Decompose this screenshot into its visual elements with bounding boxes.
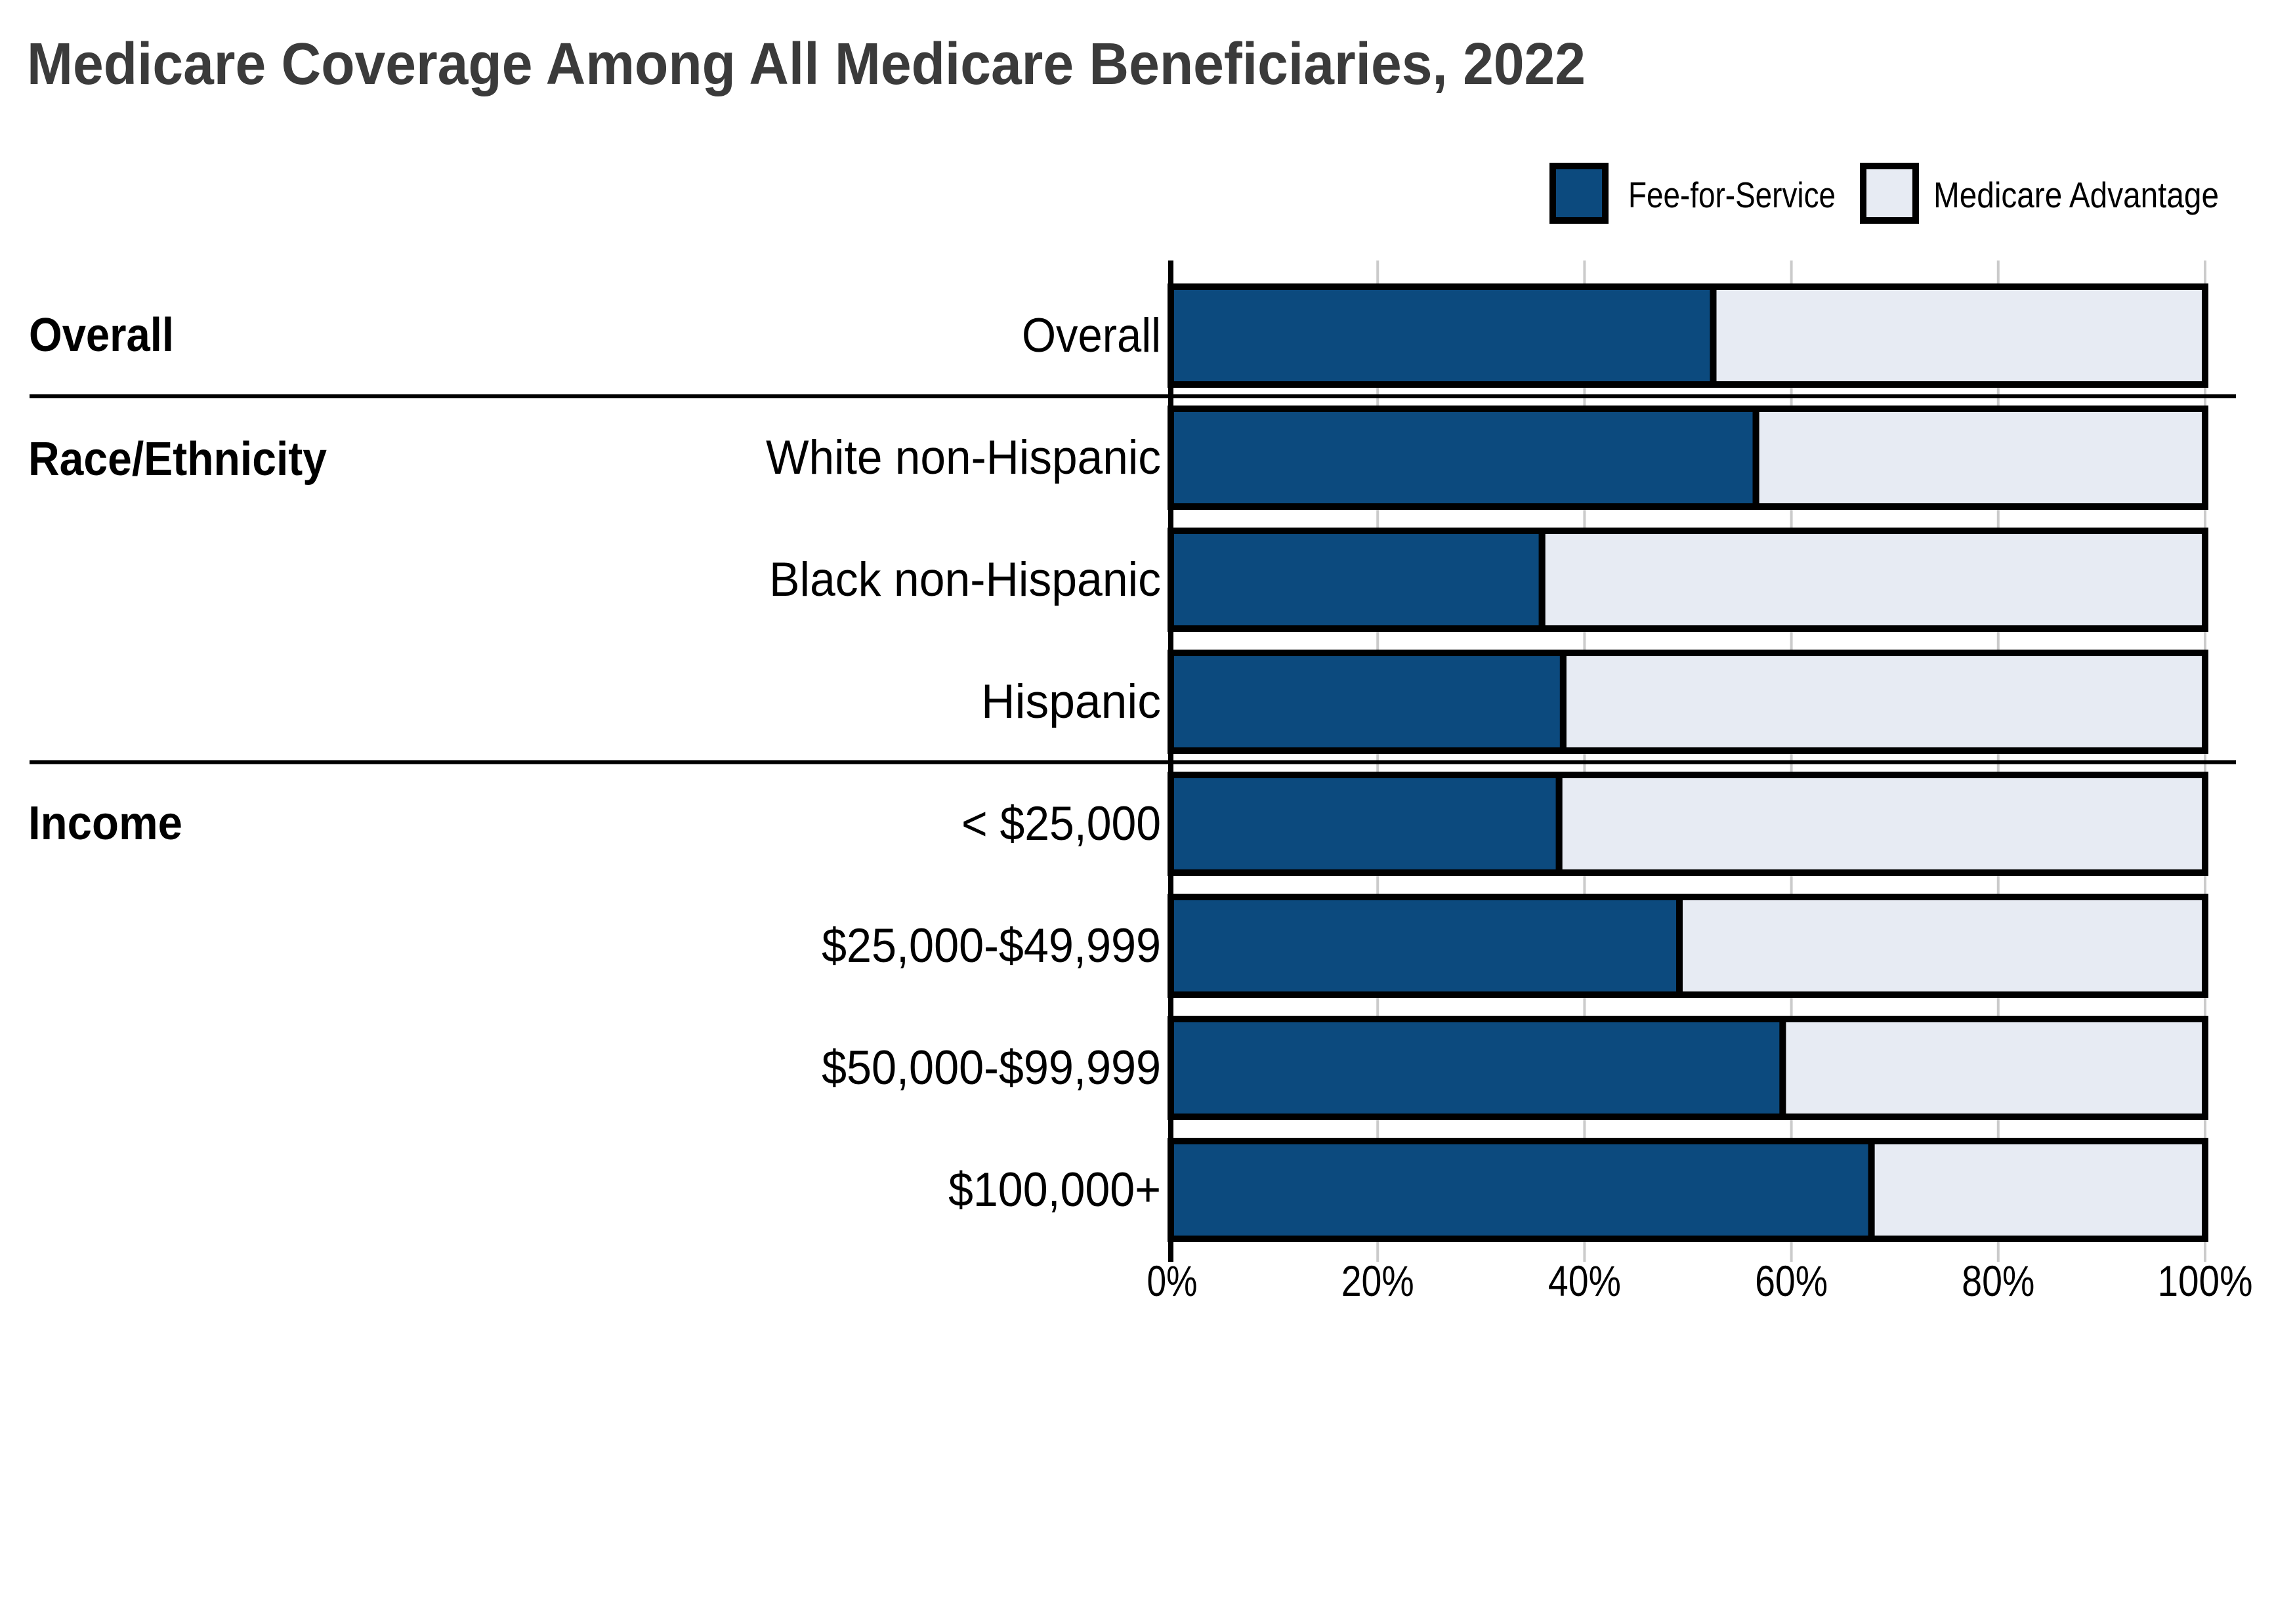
svg-text:40%: 40%	[1548, 1257, 1621, 1305]
svg-text:< $25,000: < $25,000	[961, 797, 1161, 850]
svg-text:White non-Hispanic: White non-Hispanic	[766, 431, 1161, 484]
svg-text:Race/Ethnicity: Race/Ethnicity	[28, 433, 327, 486]
svg-text:Black non-Hispanic: Black non-Hispanic	[769, 553, 1161, 606]
svg-text:$100,000+: $100,000+	[948, 1163, 1161, 1217]
svg-text:Overall: Overall	[1022, 309, 1161, 362]
svg-text:60%: 60%	[1755, 1257, 1828, 1305]
svg-text:Fee-for-Service: Fee-for-Service	[1628, 175, 1836, 215]
svg-text:Income: Income	[28, 797, 182, 850]
svg-text:80%: 80%	[1962, 1257, 2034, 1305]
svg-text:Medicare Advantage: Medicare Advantage	[1933, 175, 2219, 215]
svg-text:$25,000-$49,999: $25,000-$49,999	[822, 919, 1161, 972]
svg-text:100%: 100%	[2158, 1257, 2253, 1305]
svg-text:0%: 0%	[1147, 1257, 1198, 1305]
svg-text:Hispanic: Hispanic	[981, 675, 1161, 728]
svg-text:Medicare Coverage Among All Me: Medicare Coverage Among All Medicare Ben…	[27, 31, 1586, 97]
svg-text:20%: 20%	[1341, 1257, 1414, 1305]
svg-text:$50,000-$99,999: $50,000-$99,999	[822, 1041, 1161, 1094]
svg-text:Overall: Overall	[29, 309, 174, 362]
